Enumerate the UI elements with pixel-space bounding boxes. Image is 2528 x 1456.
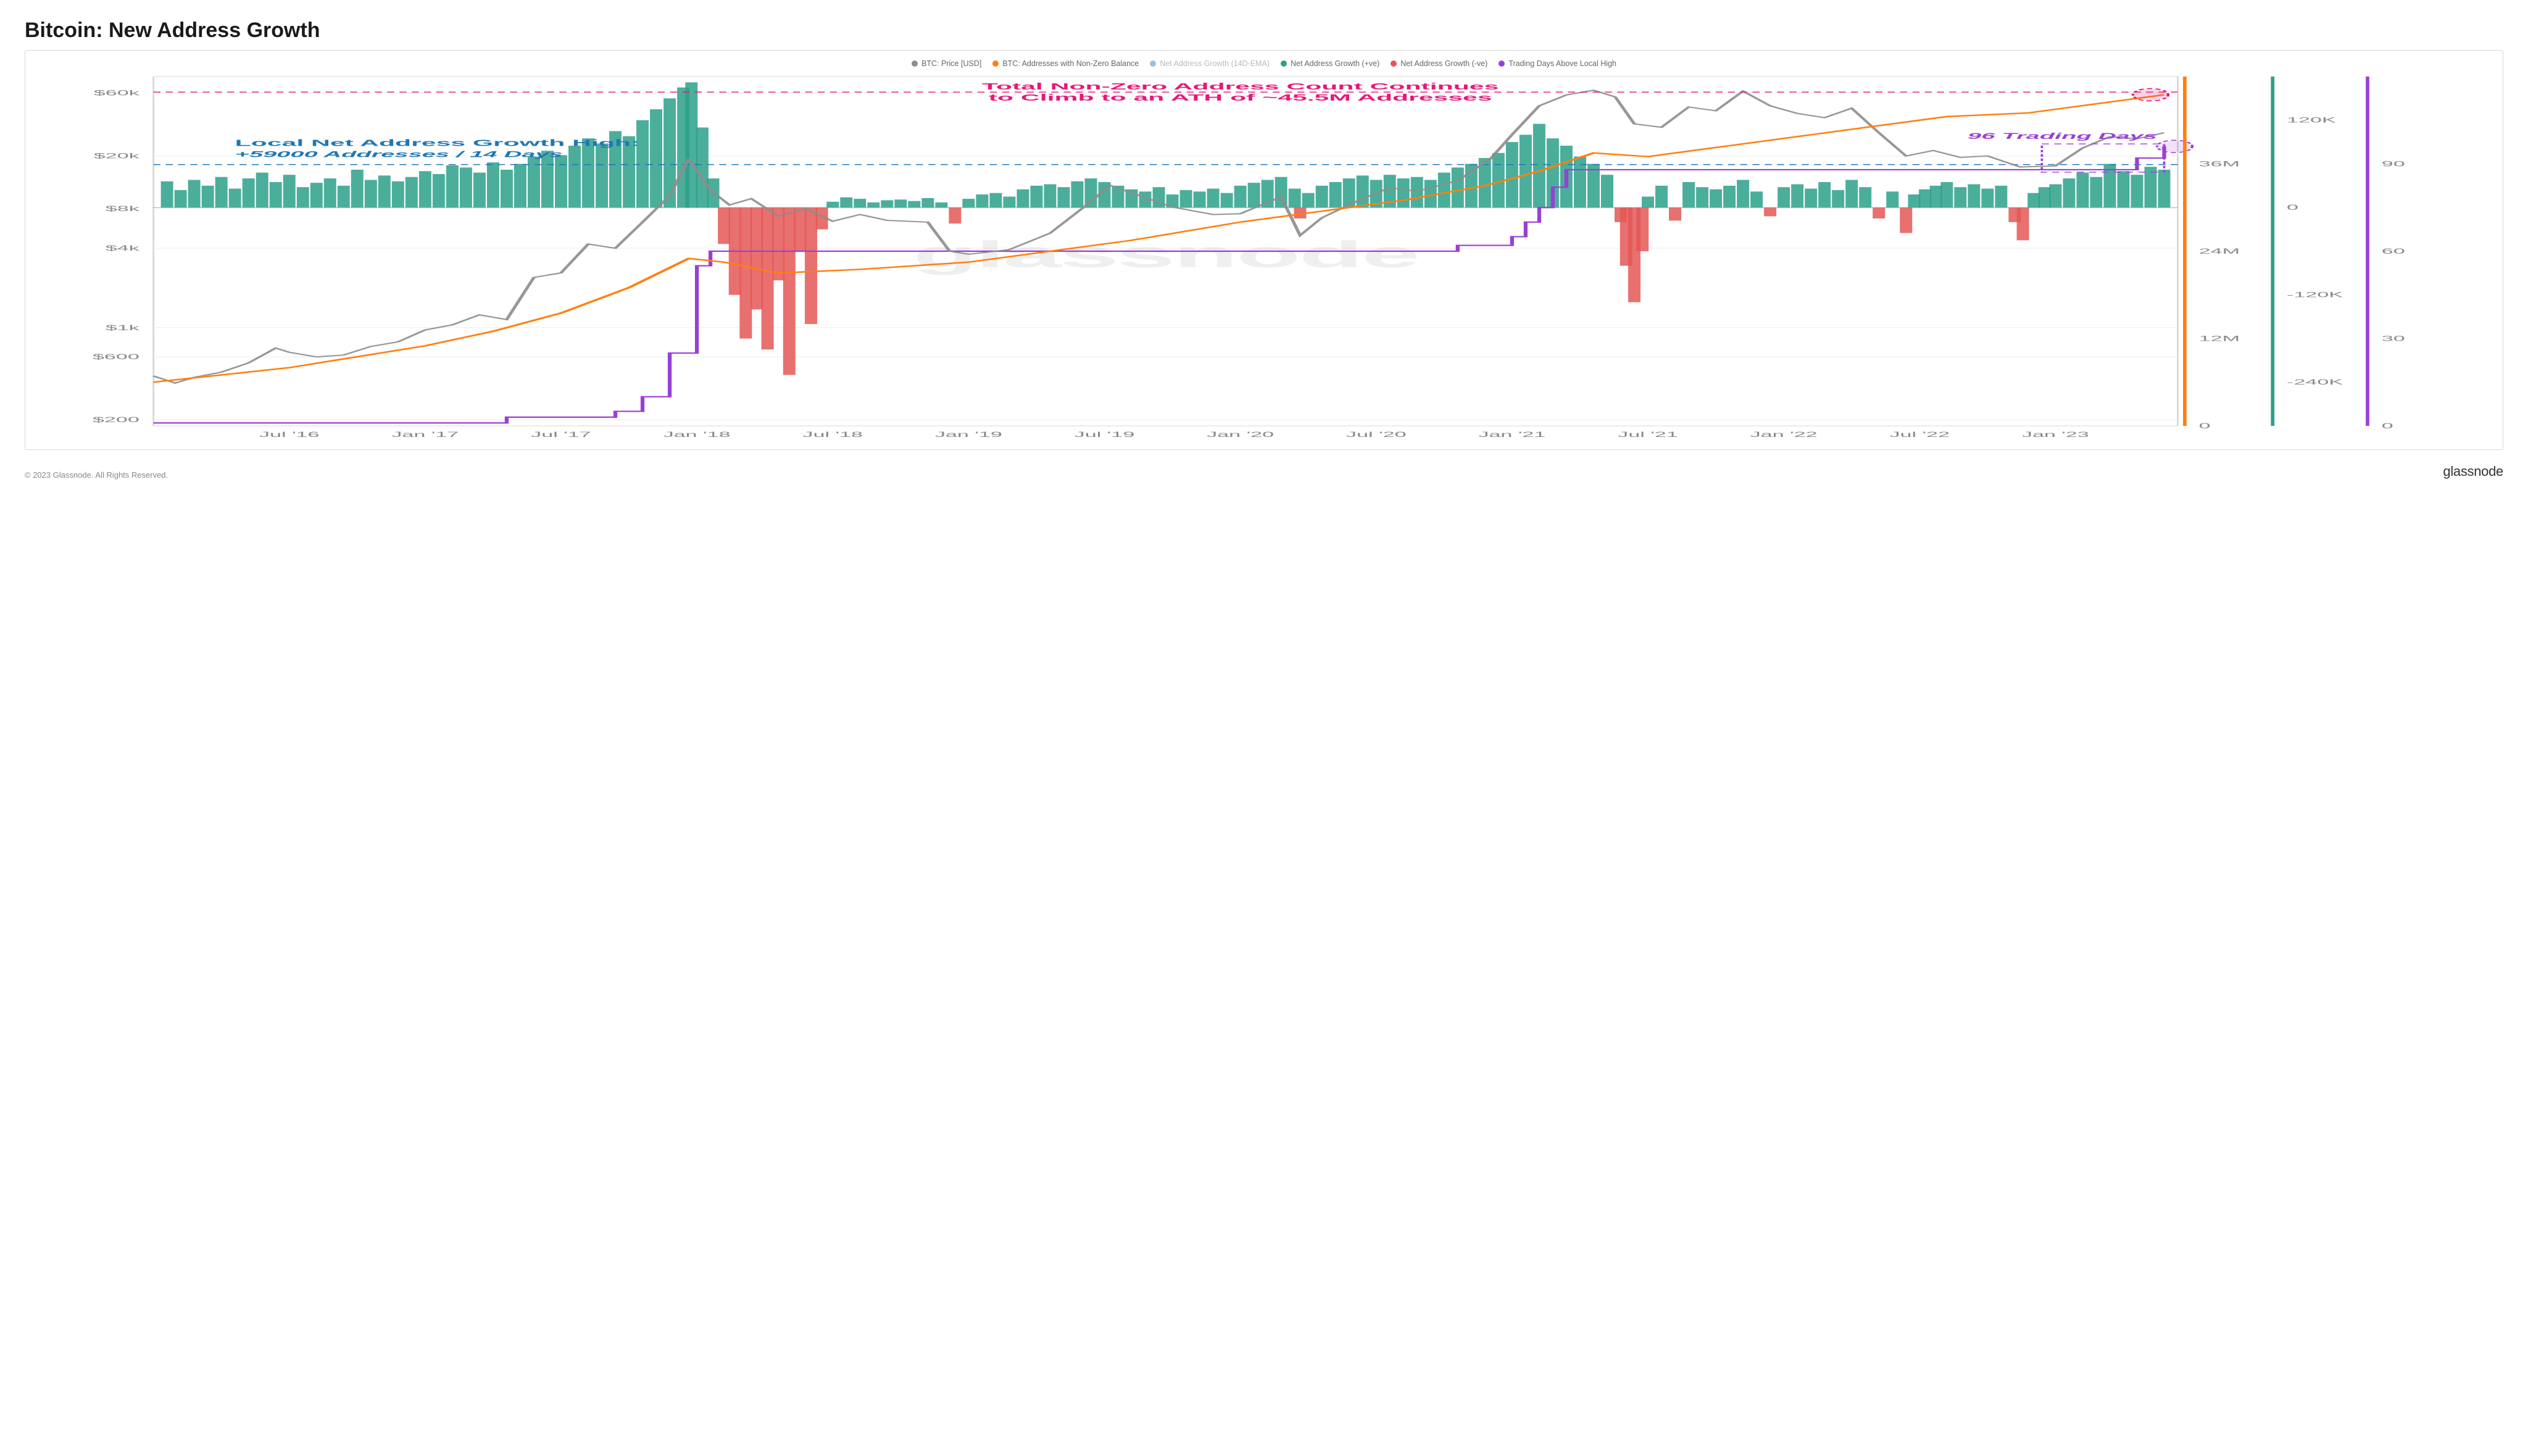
legend-item[interactable]: Net Address Growth (-ve) — [1391, 59, 1487, 68]
legend-label: BTC: Addresses with Non-Zero Balance — [1002, 59, 1139, 68]
svg-text:$8k: $8k — [106, 204, 139, 212]
chart-plot: glassnode Local Net Address Growth High:+… — [34, 73, 2494, 443]
svg-text:120K: 120K — [2287, 116, 2336, 124]
svg-text:Jul '20: Jul '20 — [1346, 431, 1407, 439]
svg-text:12M: 12M — [2199, 335, 2240, 343]
blue-annotation-sub: +59000 Addresses / 14 Days — [235, 149, 563, 159]
svg-text:24M: 24M — [2199, 248, 2240, 256]
svg-text:$200: $200 — [93, 416, 139, 424]
legend-label: Trading Days Above Local High — [1508, 59, 1616, 68]
svg-text:$1k: $1k — [106, 323, 139, 331]
svg-text:Jan '18: Jan '18 — [663, 431, 731, 439]
legend-item[interactable]: BTC: Addresses with Non-Zero Balance — [992, 59, 1139, 68]
legend-label: Net Address Growth (+ve) — [1291, 59, 1379, 68]
blue-annotation-title: Local Net Address Growth High: — [235, 138, 640, 148]
legend-color-dot — [992, 60, 999, 67]
svg-text:30: 30 — [2382, 335, 2405, 343]
svg-text:$60k: $60k — [94, 89, 139, 97]
svg-text:glassnode: glassnode — [913, 234, 1418, 275]
legend-label: BTC: Price [USD] — [921, 59, 981, 68]
page-title: Bitcoin: New Address Growth — [25, 19, 2503, 43]
legend-item[interactable]: BTC: Price [USD] — [912, 59, 981, 68]
svg-text:0: 0 — [2199, 422, 2211, 430]
svg-text:$600: $600 — [93, 353, 139, 361]
svg-text:Jan '21: Jan '21 — [1478, 431, 1545, 439]
svg-text:Jan '19: Jan '19 — [935, 431, 1002, 439]
svg-text:Jul '22: Jul '22 — [1889, 431, 1950, 439]
svg-text:-240K: -240K — [2287, 378, 2343, 386]
chart-frame: BTC: Price [USD] BTC: Addresses with Non-… — [25, 50, 2503, 450]
legend-color-dot — [912, 60, 918, 67]
purple-annotation: 96 Trading Days — [1968, 131, 2157, 141]
svg-text:Jan '22: Jan '22 — [1750, 431, 1818, 439]
legend-color-dot — [1391, 60, 1397, 67]
legend: BTC: Price [USD] BTC: Addresses with Non-… — [34, 57, 2494, 73]
svg-text:Jul '16: Jul '16 — [259, 431, 320, 439]
legend-color-dot — [1281, 60, 1287, 67]
copyright-text: © 2023 Glassnode. All Rights Reserved. — [25, 470, 168, 480]
legend-label: Net Address Growth (-ve) — [1400, 59, 1487, 68]
svg-text:Jul '19: Jul '19 — [1075, 431, 1135, 439]
svg-text:Jan '20: Jan '20 — [1207, 431, 1274, 439]
legend-color-dot — [1150, 60, 1156, 67]
svg-text:60: 60 — [2382, 248, 2405, 256]
svg-text:Jul '21: Jul '21 — [1618, 431, 1678, 439]
pink-annotation-2: to Climb to an ATH of ~45.5M Addresses — [989, 93, 1492, 103]
svg-text:0: 0 — [2287, 204, 2298, 212]
legend-color-dot — [1499, 60, 1505, 67]
svg-text:Jul '17: Jul '17 — [531, 431, 591, 439]
svg-text:-120K: -120K — [2287, 291, 2343, 299]
svg-text:$20k: $20k — [94, 152, 139, 160]
svg-text:90: 90 — [2382, 160, 2405, 168]
legend-item[interactable]: Trading Days Above Local High — [1499, 59, 1616, 68]
legend-item[interactable]: Net Address Growth (+ve) — [1281, 59, 1379, 68]
svg-text:Jan '23: Jan '23 — [2022, 431, 2089, 439]
svg-text:0: 0 — [2382, 422, 2393, 430]
pink-annotation-1: Total Non-Zero Address Count Continues — [982, 81, 1499, 92]
svg-text:$4k: $4k — [106, 244, 139, 252]
brand-logo: glassnode — [2443, 464, 2503, 480]
svg-text:Jul '18: Jul '18 — [802, 431, 863, 439]
svg-text:36M: 36M — [2199, 160, 2240, 168]
svg-text:Jan '17: Jan '17 — [391, 431, 459, 439]
legend-label: Net Address Growth (14D-EMA) — [1160, 59, 1270, 68]
legend-item[interactable]: Net Address Growth (14D-EMA) — [1150, 59, 1270, 68]
